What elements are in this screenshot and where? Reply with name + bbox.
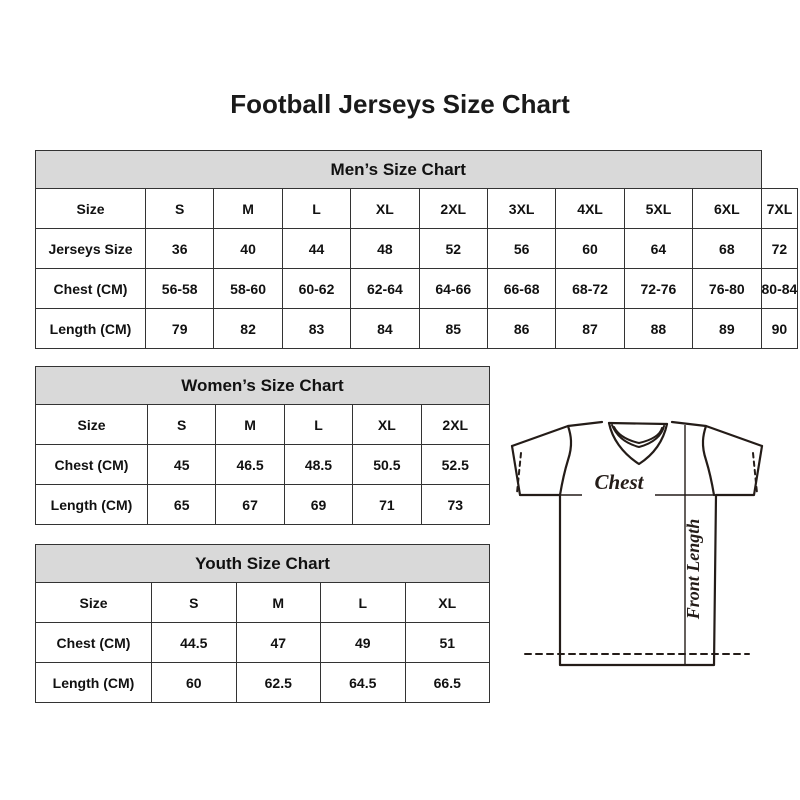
svg-text:Front Length: Front Length (683, 519, 703, 621)
svg-text:Chest: Chest (594, 470, 644, 494)
